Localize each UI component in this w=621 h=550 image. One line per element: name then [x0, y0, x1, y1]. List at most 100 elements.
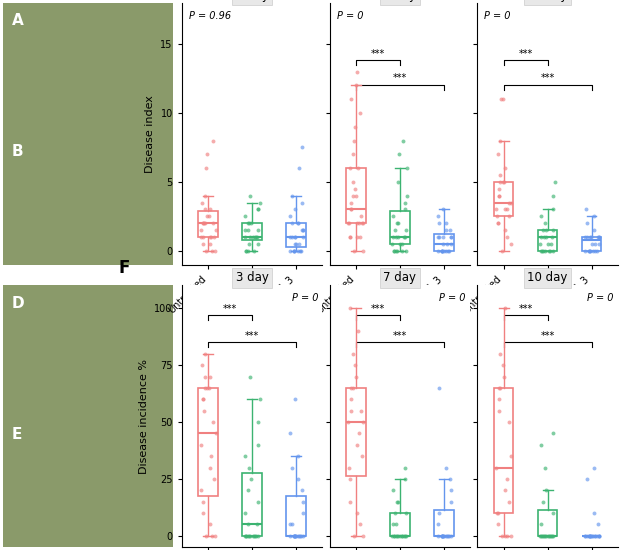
Point [401, 475, 410, 483]
Point [355, 233, 365, 241]
Point [433, 520, 443, 529]
Point [202, 150, 212, 159]
Point [389, 531, 399, 540]
Point [298, 509, 308, 518]
Point [245, 531, 255, 540]
Point [349, 531, 359, 540]
Point [356, 452, 366, 460]
Point [392, 497, 402, 506]
Point [535, 233, 545, 241]
Point [443, 246, 453, 255]
Point [345, 233, 355, 241]
Point [358, 531, 368, 540]
Point [393, 233, 403, 241]
Point [401, 463, 410, 472]
Point [494, 383, 504, 392]
Point [287, 233, 297, 241]
Point [493, 219, 503, 228]
Point [401, 246, 410, 255]
Point [536, 212, 546, 221]
Point [388, 520, 398, 529]
Point [500, 226, 510, 234]
Point [255, 395, 265, 404]
Point [244, 219, 254, 228]
Point [291, 531, 301, 540]
Point [350, 361, 360, 370]
Point [343, 219, 353, 228]
Point [240, 226, 250, 234]
Text: E: E [12, 427, 22, 442]
Point [594, 531, 604, 540]
Point [205, 233, 215, 241]
Point [492, 212, 502, 221]
Point [502, 233, 512, 241]
Point [437, 531, 447, 540]
Point [200, 205, 210, 214]
Point [546, 531, 556, 540]
Point [287, 520, 297, 529]
Point [446, 233, 456, 241]
Point [400, 531, 410, 540]
Point [345, 164, 355, 173]
Point [200, 372, 210, 381]
Text: P = 0: P = 0 [292, 293, 318, 303]
Point [207, 136, 217, 145]
Point [291, 233, 301, 241]
Point [548, 191, 558, 200]
Point [240, 509, 250, 518]
Point [344, 219, 354, 228]
Point [402, 164, 412, 173]
Point [581, 233, 591, 241]
Point [245, 191, 255, 200]
Point [391, 233, 401, 241]
Point [288, 191, 297, 200]
Point [252, 520, 262, 529]
Point [498, 95, 508, 103]
Point [291, 531, 301, 540]
Point [502, 531, 512, 540]
Text: ***: *** [540, 331, 555, 341]
Text: F: F [119, 259, 130, 277]
Point [446, 486, 456, 495]
Point [393, 219, 403, 228]
Point [196, 233, 206, 241]
Title: 7 day: 7 day [383, 271, 416, 284]
Point [497, 95, 507, 103]
Point [535, 531, 545, 540]
Point [205, 205, 215, 214]
Point [199, 219, 209, 228]
Point [584, 531, 594, 540]
Point [545, 246, 555, 255]
Point [348, 383, 358, 392]
Point [434, 509, 444, 518]
Point [349, 246, 359, 255]
Point [252, 233, 262, 241]
Point [197, 497, 207, 506]
Point [582, 233, 592, 241]
Point [582, 219, 592, 228]
Y-axis label: Disease index: Disease index [145, 95, 155, 173]
Point [201, 246, 211, 255]
Point [207, 233, 217, 241]
Point [389, 246, 399, 255]
Text: P = 0: P = 0 [587, 293, 614, 303]
Point [592, 531, 602, 540]
Point [243, 246, 253, 255]
Point [397, 531, 407, 540]
Point [437, 531, 447, 540]
Point [253, 531, 263, 540]
Point [243, 531, 253, 540]
Point [434, 233, 444, 241]
Point [207, 246, 217, 255]
Point [287, 463, 297, 472]
Point [299, 531, 309, 540]
Text: B: B [12, 144, 23, 159]
Point [433, 212, 443, 221]
Point [545, 246, 555, 255]
Point [200, 219, 210, 228]
Point [433, 531, 443, 540]
Point [584, 531, 594, 540]
Point [355, 520, 365, 529]
Point [399, 233, 409, 241]
Point [581, 531, 591, 540]
